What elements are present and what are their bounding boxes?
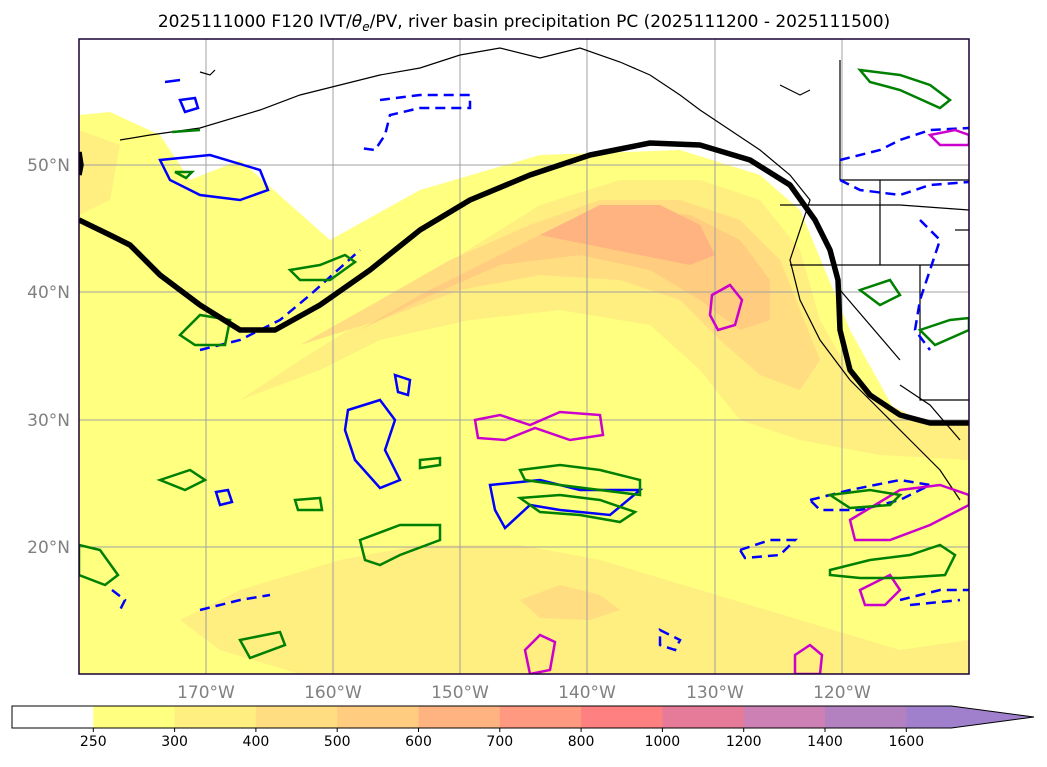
colorbar-swatch [581, 706, 663, 728]
precip-h [293, 456, 442, 512]
pv-contour [79, 140, 969, 426]
lat-label: 30°N [27, 411, 70, 431]
coastlines [119, 47, 969, 501]
colorbar-swatch [255, 706, 338, 728]
magenta-contour-e [523, 633, 557, 674]
lat-label: 50°N [27, 156, 70, 176]
colorbar-label: 700 [486, 734, 513, 750]
theta-e-small [164, 78, 200, 114]
precip-b [178, 313, 232, 347]
theta-e-contour-d [214, 488, 234, 507]
theta-e-dashed-b [199, 249, 361, 352]
graticule [79, 39, 969, 674]
magenta-contour-g [927, 128, 969, 147]
theta-e-contour-a [158, 153, 270, 202]
colorbar-label: 1000 [645, 734, 681, 750]
theta-e-dashed-a [359, 93, 472, 152]
colorbar-label: 1200 [726, 734, 762, 750]
map-frame [78, 38, 970, 675]
lon-label: 130°W [686, 683, 744, 703]
colorbar-swatch [418, 706, 501, 728]
precip-k [171, 128, 201, 180]
precip-d [518, 463, 642, 497]
precip-i [79, 468, 287, 660]
colorbar-outline [11, 705, 1035, 729]
map-panel [79, 39, 969, 674]
theta-e-contour-e [393, 373, 412, 397]
lon-label: 150°W [431, 683, 489, 703]
colorbar-extend-arrow [906, 706, 1034, 728]
precip-j [826, 278, 969, 510]
precip-f [828, 543, 957, 580]
theta-e-contours [111, 78, 969, 652]
theta-e-dashed-f [111, 589, 682, 652]
precip-a [287, 253, 358, 282]
colorbar-swatch [12, 706, 94, 728]
theta-e-dashed-d [807, 478, 934, 512]
magenta-contour-f [793, 643, 824, 674]
lon-label: 160°W [304, 683, 362, 703]
magenta-contour-c [848, 483, 969, 542]
magenta-contour-b [708, 283, 744, 332]
colorbar-label: 400 [243, 734, 270, 750]
theta-e-contour-b [343, 398, 402, 490]
lon-label: 170°W [177, 683, 235, 703]
ivt-level-600 [540, 205, 715, 265]
magenta-contour-a [473, 410, 605, 442]
colorbar-swatch [93, 706, 176, 728]
longitude-labels: 170°W 160°W 150°W 140°W 130°W 120°W [177, 683, 871, 703]
colorbar-label: 500 [324, 734, 351, 750]
colorbar-swatch [825, 706, 907, 728]
colorbar-swatch [662, 706, 745, 728]
precip-g [358, 523, 442, 567]
colorbar-label: 250 [80, 734, 107, 750]
precipitation-contours [79, 68, 969, 660]
colorbar-swatch [743, 706, 826, 728]
theta-e-dashed-c [839, 126, 969, 351]
colorbar-label: 1400 [807, 734, 843, 750]
lon-label: 120°W [813, 683, 871, 703]
colorbar-label: 1600 [888, 734, 924, 750]
colorbar: 250 300 400 500 600 700 800 1000 1200 1400 1600 [11, 705, 1035, 750]
ivt-level-400 [300, 200, 820, 620]
colorbar-swatch [174, 706, 257, 728]
colorbar-swatch [499, 706, 582, 728]
precip-c [857, 68, 953, 110]
colorbar-swatch [337, 706, 419, 728]
lat-label: 40°N [27, 283, 70, 303]
theta-e-dashed-e [738, 538, 969, 607]
lat-label: 20°N [27, 538, 70, 558]
latitude-labels: 50°N 40°N 30°N 20°N [27, 156, 70, 558]
ivt-filled-contours [79, 112, 969, 674]
colorbar-label: 300 [161, 734, 188, 750]
map-title: 2025111000 F120 IVT/θe/PV, river basin p… [158, 12, 890, 34]
precip-e [516, 493, 638, 524]
colorbar-label: 800 [568, 734, 595, 750]
lon-label: 140°W [558, 683, 616, 703]
colorbar-label: 600 [405, 734, 432, 750]
